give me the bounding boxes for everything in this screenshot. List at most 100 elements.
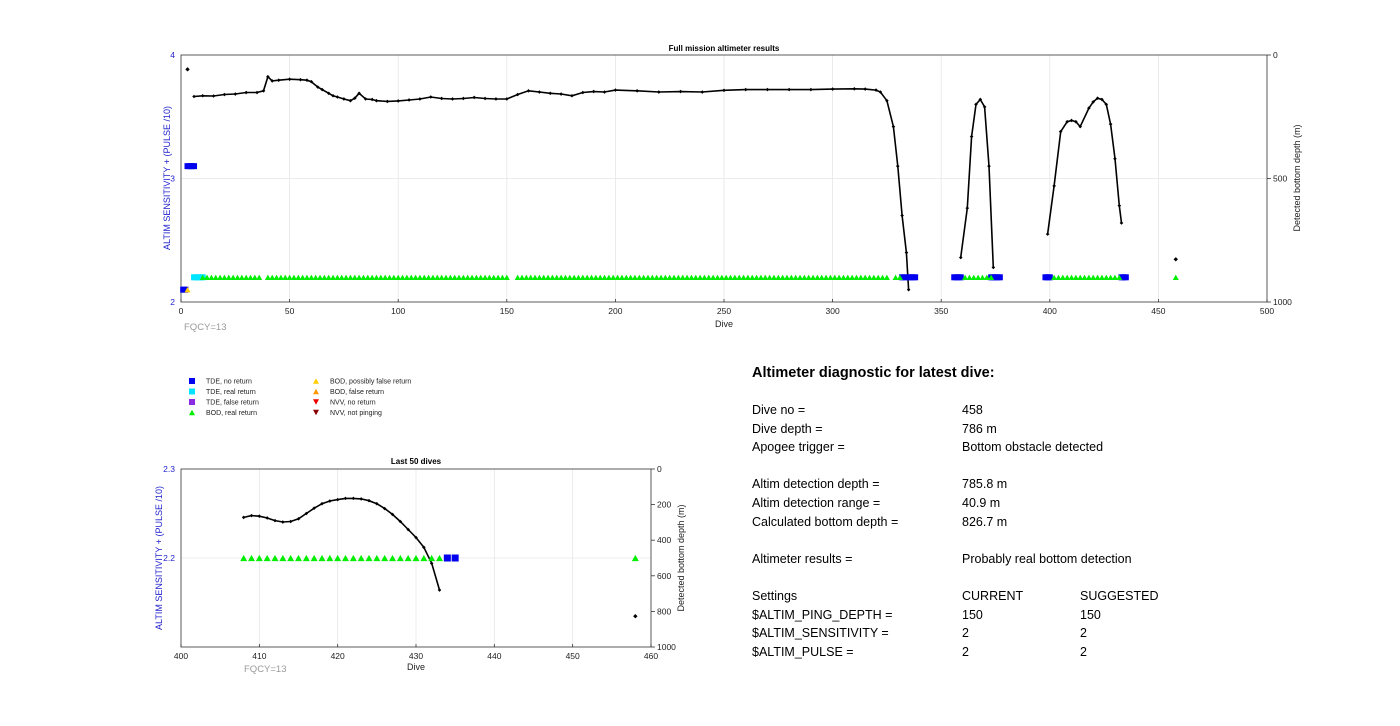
status-marker bbox=[1094, 274, 1101, 280]
bottom-depth-point bbox=[852, 87, 857, 91]
status-marker bbox=[1064, 274, 1071, 280]
bottom-depth-point bbox=[265, 516, 269, 520]
status-marker bbox=[797, 274, 804, 280]
bottom-chart-title: Last 50 dives bbox=[391, 457, 442, 466]
status-marker bbox=[279, 554, 287, 562]
status-marker bbox=[701, 274, 708, 280]
status-marker bbox=[653, 274, 660, 280]
status-marker bbox=[1051, 274, 1058, 280]
status-marker bbox=[1085, 274, 1092, 280]
status-marker bbox=[451, 554, 459, 562]
status-marker bbox=[912, 274, 919, 281]
bottom-depth-point bbox=[428, 95, 433, 99]
status-marker bbox=[199, 274, 206, 280]
y2-tick-label: 600 bbox=[657, 571, 671, 581]
status-marker bbox=[503, 274, 510, 280]
bottom-depth-point bbox=[312, 506, 316, 510]
bottom-depth-point bbox=[298, 77, 303, 82]
status-marker bbox=[540, 274, 547, 280]
top-chart-title: Full mission altimeter results bbox=[669, 44, 780, 53]
status-marker bbox=[408, 274, 415, 280]
x-tick-label: 500 bbox=[1260, 306, 1274, 316]
status-marker bbox=[666, 274, 673, 280]
y2-tick-label: 500 bbox=[1273, 174, 1287, 184]
status-marker bbox=[286, 274, 293, 280]
bottom-depth-point bbox=[320, 87, 324, 92]
setting-suggested: 150 bbox=[1080, 607, 1101, 622]
bottom-depth-point bbox=[1091, 100, 1096, 104]
legend-label: BOD, false return bbox=[330, 389, 384, 396]
status-marker bbox=[870, 274, 877, 280]
status-marker bbox=[601, 274, 608, 280]
bottom-depth-point bbox=[357, 91, 361, 96]
bottom-depth-point bbox=[537, 90, 542, 94]
status-marker bbox=[269, 274, 276, 280]
bottom-depth-point bbox=[296, 517, 301, 521]
status-marker bbox=[553, 274, 560, 280]
bottom-depth-point bbox=[987, 164, 991, 168]
status-marker bbox=[879, 274, 886, 280]
status-marker bbox=[684, 274, 691, 280]
status-marker bbox=[334, 274, 341, 280]
status-marker bbox=[1081, 274, 1088, 280]
bottom-y-axis-label: ALTIM SENSITIVITY + (PULSE /10) bbox=[154, 486, 164, 630]
top-y-ticks: 2 3 4 bbox=[170, 50, 175, 307]
status-marker bbox=[347, 274, 354, 280]
bottom-depth-point bbox=[429, 561, 434, 566]
status-marker bbox=[325, 274, 332, 280]
status-marker bbox=[988, 274, 995, 280]
status-marker bbox=[264, 274, 271, 280]
status-marker bbox=[486, 274, 493, 280]
bottom-depth-point bbox=[1119, 221, 1124, 225]
y2-tick-label: 0 bbox=[1273, 50, 1278, 60]
status-marker bbox=[605, 274, 612, 280]
legend-marker bbox=[189, 388, 195, 395]
status-marker bbox=[369, 274, 376, 280]
legend-label: TDE, no return bbox=[206, 379, 252, 386]
bottom-depth-point bbox=[1052, 184, 1056, 188]
top-y2-ticks: 0 500 1000 bbox=[1267, 50, 1292, 307]
bottom-depth-point bbox=[974, 102, 978, 107]
status-marker bbox=[395, 274, 402, 280]
status-marker bbox=[243, 274, 250, 280]
status-marker bbox=[342, 554, 349, 562]
bottom-depth-point bbox=[266, 74, 270, 79]
x-tick-label: 300 bbox=[826, 306, 840, 316]
status-marker bbox=[416, 274, 423, 280]
bottom-depth-point bbox=[472, 95, 477, 100]
status-marker bbox=[460, 274, 467, 280]
bottom-depth-point bbox=[331, 93, 335, 98]
status-marker bbox=[438, 274, 445, 280]
bottom-depth-point bbox=[255, 90, 259, 95]
setting-suggested: 2 bbox=[1080, 626, 1087, 641]
bottom-depth-point bbox=[602, 90, 607, 94]
status-marker bbox=[792, 274, 799, 280]
status-marker bbox=[901, 274, 908, 281]
status-marker bbox=[823, 274, 830, 280]
status-marker bbox=[883, 274, 890, 280]
status-marker bbox=[443, 554, 451, 562]
bottom-depth-point bbox=[885, 98, 889, 103]
bottom-depth-point bbox=[439, 96, 444, 101]
status-marker bbox=[896, 274, 903, 280]
bottom-depth-point bbox=[374, 98, 379, 103]
status-marker bbox=[966, 274, 973, 280]
status-marker bbox=[429, 274, 436, 280]
status-marker bbox=[247, 274, 254, 280]
bottom-depth-point bbox=[895, 164, 900, 168]
bottom-depth-point bbox=[320, 501, 324, 506]
status-marker bbox=[814, 274, 821, 280]
dive-depth-value: 786 m bbox=[962, 421, 997, 436]
legend-marker bbox=[313, 409, 319, 416]
x-tick-label: 420 bbox=[331, 651, 345, 661]
status-marker bbox=[425, 274, 432, 280]
status-marker bbox=[579, 274, 586, 280]
status-marker bbox=[456, 274, 463, 280]
status-marker bbox=[412, 554, 420, 562]
y2-tick-label: 1000 bbox=[657, 642, 676, 652]
setting-name: $ALTIM_SENSITIVITY = bbox=[752, 626, 889, 641]
status-marker bbox=[788, 274, 795, 280]
bottom-depth-point bbox=[1045, 232, 1050, 236]
bottom-depth-point bbox=[396, 99, 400, 103]
status-marker bbox=[230, 274, 237, 280]
